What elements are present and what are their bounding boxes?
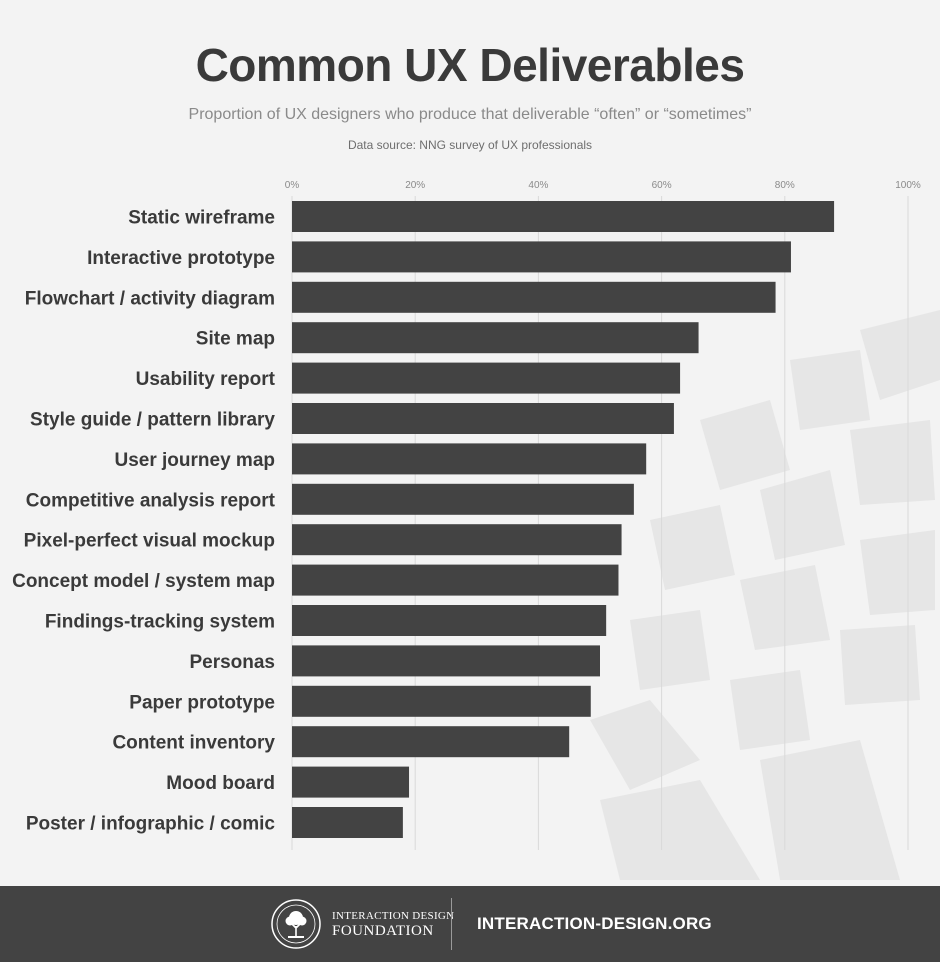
category-label: Pixel-perfect visual mockup: [24, 531, 275, 552]
x-tick-label: 80%: [775, 180, 795, 191]
category-label: Interactive prototype: [87, 248, 275, 269]
x-tick-label: 60%: [652, 180, 672, 191]
category-label: Findings-tracking system: [45, 612, 275, 633]
category-label: Personas: [189, 652, 275, 673]
bar: [292, 645, 600, 677]
bar: [292, 483, 634, 515]
bar: [292, 241, 791, 273]
category-label: Site map: [196, 329, 275, 350]
x-tick-label: 0%: [285, 180, 300, 191]
category-label: User journey map: [115, 450, 276, 471]
category-label: Content inventory: [112, 733, 275, 754]
category-label: Competitive analysis report: [26, 490, 276, 511]
category-label: Concept model / system map: [12, 571, 275, 592]
bar: [292, 766, 410, 798]
category-label: Flowchart / activity diagram: [25, 288, 275, 309]
bar: [292, 281, 776, 313]
x-tick-label: 40%: [528, 180, 548, 191]
bar: [292, 403, 674, 434]
bar: [292, 201, 835, 232]
bar-chart: 0% 20% 40% 60% 80% 100% Static wireframe Intera…: [12, 180, 921, 850]
org-name-line2: FOUNDATION: [332, 923, 434, 939]
bar: [292, 605, 607, 636]
bar: [292, 524, 622, 556]
chart-subtitle: Proportion of UX designers who produce t…: [188, 106, 752, 123]
page-title: Common UX Deliverables: [195, 39, 745, 91]
category-label: Poster / infographic / comic: [26, 814, 276, 835]
bar: [292, 685, 591, 717]
bar: [292, 726, 570, 758]
category-label: Style guide / pattern library: [30, 410, 275, 431]
website-link[interactable]: INTERACTION-DESIGN.ORG: [477, 914, 712, 933]
x-tick-label: 20%: [405, 180, 425, 191]
bar: [292, 322, 699, 354]
bar: [292, 443, 647, 475]
x-tick-label: 100%: [895, 180, 921, 191]
bar: [292, 807, 403, 838]
bar: [292, 362, 681, 394]
footer-bar: INTERACTION DESIGN FOUNDATION INTERACTIO…: [0, 886, 940, 962]
footer-divider: [451, 898, 452, 950]
bar: [292, 564, 619, 596]
category-label: Paper prototype: [129, 692, 275, 713]
tree-seal-icon: [271, 899, 321, 949]
category-label: Usability report: [136, 369, 276, 390]
org-name-line1: INTERACTION DESIGN: [332, 910, 455, 922]
category-label: Static wireframe: [128, 208, 275, 229]
category-label: Mood board: [166, 773, 275, 794]
data-source: Data source: NNG survey of UX profession…: [347, 138, 593, 152]
